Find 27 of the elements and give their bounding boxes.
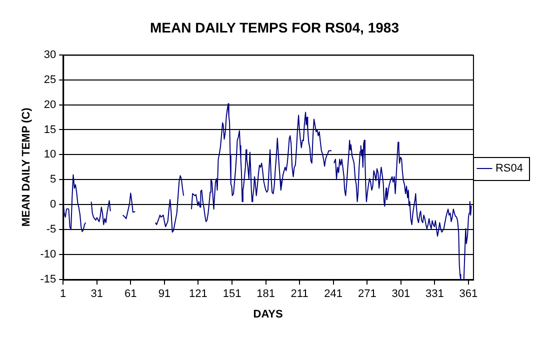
x-tick-label: 361 [459, 288, 478, 300]
x-axis-title: DAYS [253, 308, 283, 320]
y-tick-label: 25 [44, 74, 56, 86]
y-tick-label: 10 [44, 148, 56, 161]
y-tick-label: -10 [40, 248, 56, 261]
x-tick-label: 91 [158, 288, 171, 300]
x-tick-label: 61 [124, 288, 137, 300]
y-tick-label: -15 [40, 274, 56, 286]
chart-title: MEAN DAILY TEMPS FOR RS04, 1983 [150, 19, 400, 36]
y-tick-label: 30 [44, 48, 56, 61]
x-tick-label: 301 [392, 288, 410, 300]
legend-label: RS04 [495, 162, 524, 175]
y-tick-label: 20 [44, 98, 56, 111]
x-tick-label: 31 [90, 288, 104, 300]
x-tick-label: 1 [60, 288, 66, 300]
y-tick-label: -5 [46, 224, 56, 236]
y-tick-label: 0 [50, 198, 56, 211]
y-tick-label: 5 [50, 174, 56, 186]
x-tick-label: 211 [290, 288, 308, 300]
x-tick-label: 121 [189, 288, 208, 300]
x-tick-label: 331 [426, 288, 444, 300]
x-tick-label: 241 [324, 288, 343, 300]
x-tick-label: 271 [358, 288, 376, 300]
x-tick-label: 181 [256, 288, 275, 300]
y-tick-label: 15 [44, 124, 56, 136]
x-tick-label: 151 [222, 288, 242, 300]
y-axis-title: MEAN DAILY TEMP (C) [20, 107, 33, 227]
